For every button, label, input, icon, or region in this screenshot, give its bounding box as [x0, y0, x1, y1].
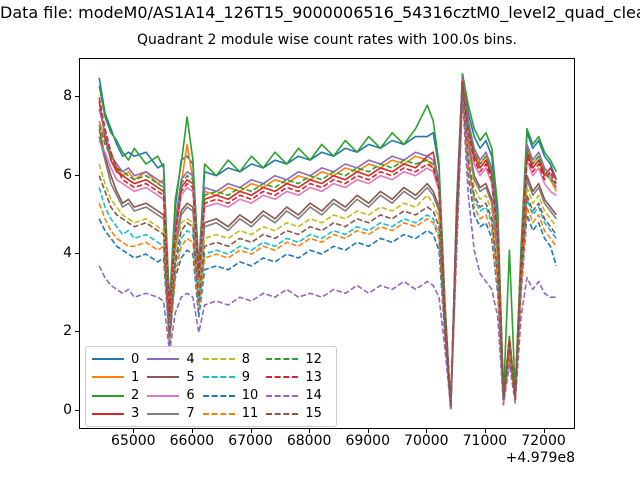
legend-item-2: 2	[92, 389, 147, 402]
legend-line-sample	[92, 412, 124, 415]
legend-item-15: 15	[266, 407, 330, 420]
series-line-13	[98, 80, 558, 408]
x-tick-label: 69000	[345, 433, 390, 449]
x-tick-mark	[484, 429, 486, 433]
x-tick-label: 66000	[169, 433, 215, 449]
x-tick-label: 67000	[228, 433, 273, 449]
x-tick-mark	[426, 429, 428, 433]
y-tick-mark	[75, 331, 79, 333]
legend-label: 14	[305, 388, 322, 404]
legend-line-sample	[202, 412, 235, 415]
legend-item-14: 14	[266, 389, 330, 402]
legend-item-6: 6	[147, 389, 202, 402]
legend-item-12: 12	[266, 353, 330, 366]
series-line-10	[98, 88, 558, 410]
legend-label: 7	[186, 406, 195, 422]
figure-title: Data file: modeM0/AS1A14_126T15_90000065…	[0, 3, 640, 22]
x-tick-label: 72000	[521, 433, 566, 449]
legend-line-sample	[202, 394, 235, 397]
legend-line-sample	[147, 412, 180, 415]
y-tick-label: 6	[63, 166, 72, 183]
series-line-15	[98, 84, 557, 408]
legend-line-sample	[147, 376, 180, 379]
x-tick-mark	[191, 429, 193, 433]
legend-label: 5	[186, 369, 195, 385]
legend-label: 13	[305, 369, 322, 385]
legend-line-sample	[266, 412, 299, 415]
legend-label: 4	[186, 351, 195, 367]
legend-label: 8	[241, 351, 250, 367]
legend-line-sample	[92, 394, 124, 397]
legend-item-13: 13	[266, 371, 330, 384]
legend-line-sample	[147, 358, 180, 361]
legend-label: 2	[131, 388, 140, 404]
legend-item-0: 0	[92, 353, 147, 366]
legend-line-sample	[147, 394, 180, 397]
plot-lines	[98, 73, 558, 410]
x-tick-mark	[367, 429, 369, 433]
legend-label: 12	[305, 351, 322, 367]
y-tick-mark	[75, 174, 79, 176]
y-tick-mark	[75, 409, 79, 411]
x-axis-offset-label: +4.979e8	[505, 450, 575, 466]
legend-item-9: 9	[202, 369, 267, 385]
legend-label: 0	[131, 351, 140, 367]
y-tick-mark	[75, 253, 79, 255]
x-tick-label: 68000	[286, 433, 332, 449]
legend-line-sample	[266, 358, 299, 361]
x-tick-label: 65000	[111, 433, 156, 449]
x-tick-label: 71000	[462, 433, 508, 449]
axes-title: Quadrant 2 module wise count rates with …	[137, 32, 517, 48]
legend-label: 1	[131, 369, 140, 385]
legend-item-3: 3	[92, 407, 147, 420]
x-tick-mark	[133, 429, 135, 433]
legend-label: 11	[241, 406, 259, 422]
legend-line-sample	[202, 358, 235, 361]
legend-line-sample	[266, 376, 299, 379]
legend-label: 6	[186, 388, 195, 404]
series-line-14	[98, 96, 557, 410]
y-tick-label: 2	[63, 323, 72, 340]
legend-item-8: 8	[202, 351, 267, 367]
legend-item-1: 1	[92, 371, 147, 384]
legend-line-sample	[92, 358, 124, 361]
legend-label: 15	[305, 406, 322, 422]
x-tick-label: 70000	[404, 433, 449, 449]
x-tick-mark	[543, 429, 545, 433]
y-tick-label: 4	[63, 245, 72, 262]
x-tick-mark	[250, 429, 252, 433]
y-tick-label: 0	[63, 401, 72, 418]
legend-item-5: 5	[147, 371, 202, 384]
legend-label: 9	[241, 369, 250, 385]
legend-label: 3	[131, 406, 140, 422]
legend-item-4: 4	[147, 353, 202, 366]
legend-item-10: 10	[202, 388, 267, 404]
legend-item-11: 11	[202, 406, 267, 422]
legend-item-7: 7	[147, 407, 202, 420]
y-tick-mark	[75, 96, 79, 98]
x-tick-mark	[309, 429, 311, 433]
legend-line-sample	[266, 394, 299, 397]
legend-line-sample	[92, 376, 124, 379]
y-tick-label: 8	[63, 88, 72, 105]
legend-line-sample	[202, 376, 235, 379]
legend: 0 1 2 3 4 5 6 7 8 9 10 11 12 13 14 15	[85, 346, 337, 427]
legend-label: 10	[241, 388, 259, 404]
